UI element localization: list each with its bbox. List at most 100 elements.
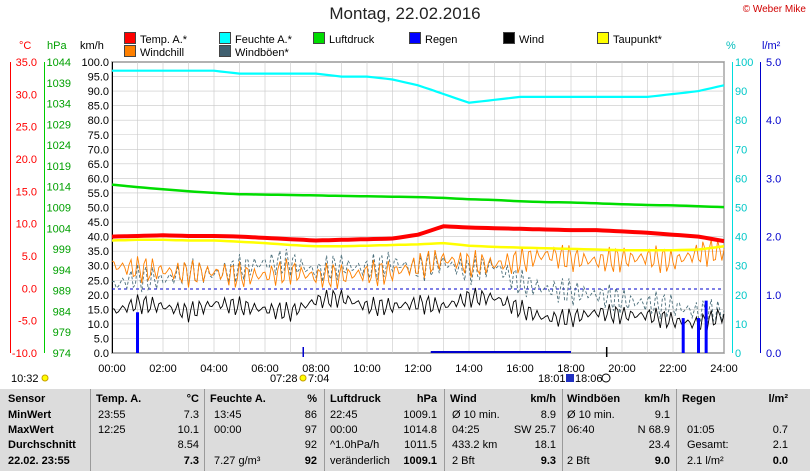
tick-label-hpa: 1014 <box>47 182 71 194</box>
series-line-wind <box>111 287 725 332</box>
legend-item: Windböen* <box>219 45 289 59</box>
tick-label-lm2: 1.0 <box>766 290 781 302</box>
color-swatch-icon <box>503 32 515 44</box>
unit-kmh: km/h <box>80 40 104 52</box>
legend-label: Windchill <box>140 47 185 59</box>
column-header: Sensor <box>8 393 46 405</box>
tick-label-hpa: 999 <box>53 244 71 256</box>
moon-icon <box>601 373 611 383</box>
humidity-time: 7.27 g/m³ <box>214 455 261 467</box>
rain-bar <box>136 312 139 353</box>
tick-label-time: 14:00 <box>455 363 483 375</box>
rain-bar <box>697 318 700 353</box>
legend-label: Taupunkt* <box>613 34 662 46</box>
tick-label-pct: 80 <box>735 115 747 127</box>
tick-label-kmh: 15.0 <box>88 304 109 316</box>
legend-item: Taupunkt* <box>597 32 662 46</box>
tick-label-time: 08:00 <box>302 363 330 375</box>
gust-direction: N 68.9 <box>637 424 670 436</box>
tick-label-temp: -5.0 <box>18 316 37 328</box>
tick-label-time: 00:00 <box>98 363 126 375</box>
color-swatch-icon <box>124 32 136 44</box>
tick-label-kmh: 60.0 <box>88 173 109 185</box>
rain-value: 0.0 <box>772 455 788 467</box>
rain-value: 0.7 <box>772 424 788 436</box>
gust-value: 9.0 <box>654 455 670 467</box>
color-swatch-icon <box>409 32 421 44</box>
tick-label-hpa: 1024 <box>47 140 71 152</box>
column-unit: % <box>307 393 317 405</box>
column-header: Windböen <box>567 393 621 405</box>
tick-label-pct: 70 <box>735 144 747 156</box>
legend-label: Regen <box>425 34 458 46</box>
temp-time: 12:25 <box>98 424 126 436</box>
pressure-value: 1011.5 <box>404 439 437 451</box>
tick-label-hpa: 974 <box>53 348 71 360</box>
series-line-tempa <box>111 224 725 244</box>
chart-title: Montag, 22.02.2016 <box>329 4 481 23</box>
temp-value: 8.54 <box>177 439 199 451</box>
pressure-time: 00:00 <box>330 424 358 436</box>
column-divider <box>204 389 205 471</box>
wind-value: 8.9 <box>540 409 556 421</box>
column-unit: hPa <box>416 393 437 405</box>
column-header: Regen <box>682 393 716 405</box>
tick-label-kmh: 20.0 <box>88 290 109 302</box>
tick-label-lm2: 2.0 <box>766 232 781 244</box>
rain-time: 2.1 l/m² <box>687 455 724 467</box>
color-swatch-icon <box>124 45 136 57</box>
column-header: Temp. A. <box>96 393 142 405</box>
series-line-luftdruck <box>111 183 725 209</box>
legend-item: Temp. A.* <box>124 32 187 46</box>
legend-label: Windböen* <box>235 47 289 59</box>
legend-item: Luftdruck <box>313 32 374 46</box>
series-line-windben <box>111 248 725 327</box>
tick-label-time: 04:00 <box>200 363 228 375</box>
temp-value: 10.1 <box>177 424 199 436</box>
column-unit: l/m² <box>768 393 788 405</box>
tick-label-kmh: 65.0 <box>88 159 109 171</box>
column-divider <box>324 389 325 471</box>
tick-label-kmh: 10.0 <box>88 319 109 331</box>
color-swatch-icon <box>597 32 609 44</box>
row-label: Durchschnitt <box>8 439 76 451</box>
color-swatch-icon <box>313 32 325 44</box>
column-unit: km/h <box>530 393 556 405</box>
tick-label-temp: 15.0 <box>16 186 37 198</box>
tick-label-time: 24:00 <box>710 363 738 375</box>
copyright-label: © Weber Mike <box>742 4 806 15</box>
humidity-value: 97 <box>304 424 317 436</box>
tick-label-kmh: 0.0 <box>94 348 109 360</box>
tick-label-pct: 50 <box>735 203 747 215</box>
tick-label-temp: 10.0 <box>16 219 37 231</box>
tick-label-kmh: 45.0 <box>88 217 109 229</box>
humidity-time: 13:45 <box>214 409 242 421</box>
legend-label: Feuchte A.* <box>235 34 292 46</box>
tick-label-kmh: 80.0 <box>88 115 109 127</box>
legend-label: Wind <box>519 34 545 46</box>
humidity-value: 86 <box>304 409 317 421</box>
tick-label-kmh: 5.0 <box>94 333 109 345</box>
pressure-value: 1009.1 <box>403 409 437 421</box>
tick-label-kmh: 25.0 <box>88 275 109 287</box>
pressure-time: veränderlich <box>330 455 390 467</box>
tick-label-lm2: 5.0 <box>766 57 781 69</box>
series-line-taupunkt <box>111 238 725 252</box>
sun-icon <box>41 374 49 382</box>
tick-label-time: 16:00 <box>506 363 534 375</box>
tick-label-pct: 100 <box>735 57 753 69</box>
tick-label-temp: 35.0 <box>16 57 37 69</box>
rain-time: Gesamt: <box>687 439 729 451</box>
gust-value: 9.1 <box>654 409 670 421</box>
stats-table: Sensor Temp. A. °C Feuchte A.% Luftdruck hPa W… <box>0 389 810 471</box>
wind-time: 04:25 <box>452 424 480 436</box>
tick-label-time: 06:00 <box>251 363 279 375</box>
unit-pct: % <box>726 40 736 52</box>
tick-label-pct: 30 <box>735 261 747 273</box>
sunset-icon <box>566 374 574 382</box>
tick-label-kmh: 90.0 <box>88 86 109 98</box>
color-swatch-icon <box>219 32 231 44</box>
rain-time: 01:05 <box>687 424 715 436</box>
column-divider <box>562 389 563 471</box>
tick-label-kmh: 95.0 <box>88 72 109 84</box>
